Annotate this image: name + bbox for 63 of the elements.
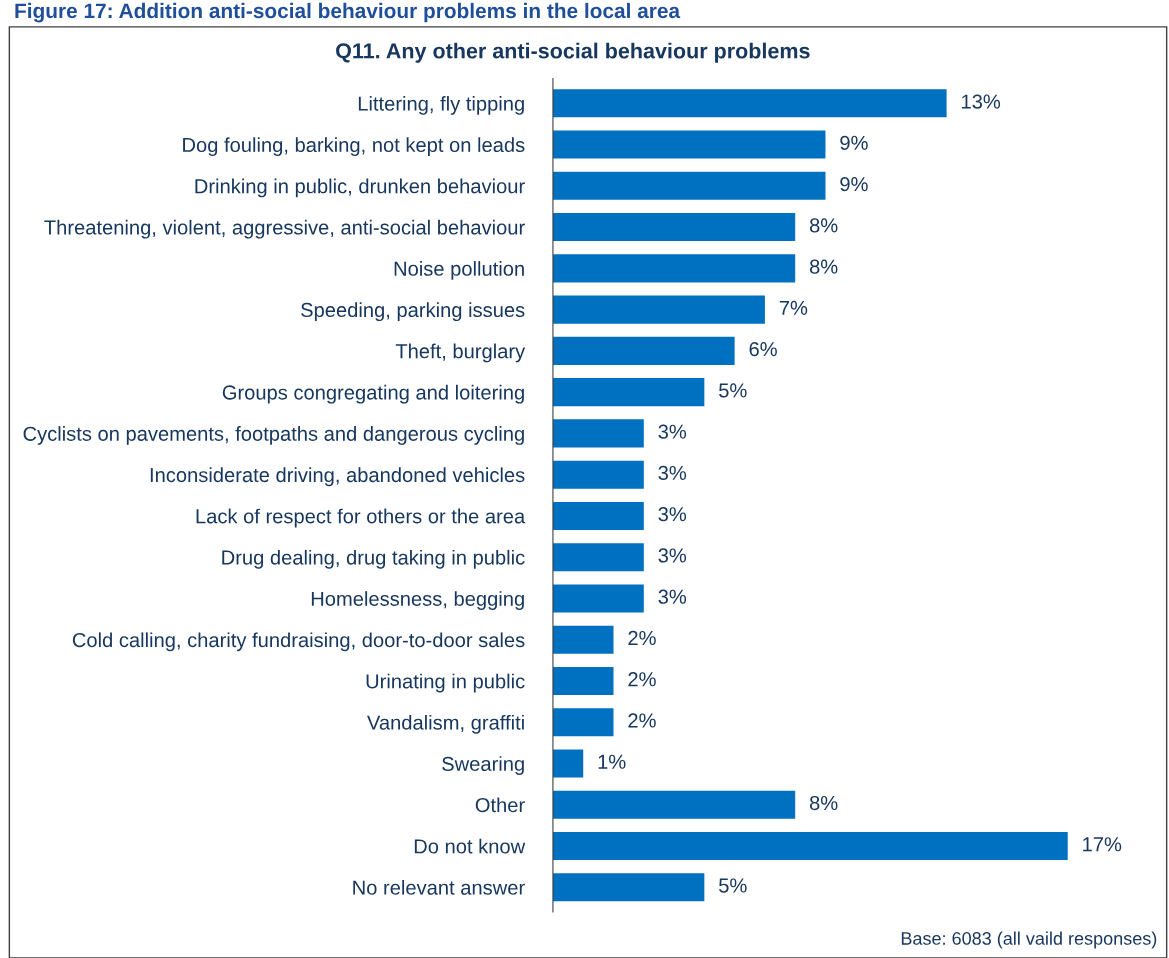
y-tick-label: Cold calling, charity fundraising, door-to-door sales — [72, 632, 525, 652]
data-label: 13% — [962, 94, 1001, 109]
data-label: 17% — [1083, 837, 1122, 852]
data-label: 3% — [658, 589, 687, 604]
bar — [552, 295, 765, 324]
bar — [552, 336, 735, 365]
data-label: 8% — [809, 218, 838, 233]
y-tick-label: Theft, burglary — [395, 343, 526, 363]
data-label: 2% — [628, 672, 656, 687]
bar — [552, 831, 1068, 861]
bar — [552, 584, 644, 613]
data-label: 6% — [749, 342, 777, 357]
data-label: 7% — [779, 300, 808, 315]
data-label: 2% — [628, 630, 656, 646]
text: Base: 6083 (all vaild responses) — [901, 931, 1157, 949]
data-label: 9% — [840, 135, 868, 150]
y-tick-label: Vandalism, graffiti — [367, 714, 524, 734]
y-tick-label: Dog fouling, barking, not kept on leads — [183, 137, 525, 157]
bar — [552, 873, 705, 902]
data-label: 3% — [658, 507, 687, 522]
data-label: 3% — [658, 465, 687, 481]
chart-subtitle: Q11. Any other anti-social behaviour problems — [336, 42, 810, 63]
bar — [552, 419, 644, 448]
data-label: 1% — [598, 754, 626, 769]
bar — [552, 130, 826, 159]
bar — [552, 666, 614, 695]
bar — [552, 378, 705, 407]
y-tick-label: Drinking in public, drunken behaviour — [195, 178, 525, 198]
y-tick-label: Cyclists on pavements, footpaths and dangerous cycling — [23, 426, 524, 445]
y-tick-label: Lack of respect for others or the area — [196, 508, 526, 528]
bar — [552, 213, 796, 242]
bar — [552, 254, 796, 283]
bar — [552, 790, 796, 819]
data-label: 2% — [628, 713, 656, 728]
bar — [552, 171, 826, 200]
y-tick-label: Noise pollution — [394, 261, 524, 280]
y-tick-label: Drug dealing, drug taking in public — [222, 549, 525, 569]
y-tick-label: Swearing — [442, 756, 524, 775]
data-label: 8% — [809, 259, 838, 274]
bar — [552, 625, 614, 654]
y-tick-label: Inconsiderate driving, abandoned vehicles — [150, 467, 525, 487]
data-label: 8% — [809, 795, 838, 811]
y-tick-label: Urinating in public — [366, 673, 525, 693]
text: Figure 17: Addition anti-social behaviour problems in the local area — [15, 2, 681, 23]
bar — [552, 89, 947, 118]
bar — [552, 543, 644, 572]
bar — [552, 460, 644, 489]
y-tick-label: Littering, fly tipping — [358, 96, 524, 115]
y-tick-label: Homelessness, begging — [311, 591, 524, 610]
y-tick-label: Do not know — [414, 838, 526, 854]
data-label: 5% — [719, 383, 747, 398]
data-label: 3% — [658, 424, 687, 439]
data-label: 5% — [719, 878, 747, 893]
y-tick-label: No relevant answer — [353, 879, 525, 895]
y-tick-label: Speeding, parking issues — [301, 302, 525, 322]
data-label: 9% — [840, 176, 868, 192]
data-label: 3% — [658, 548, 687, 563]
y-tick-label: Threatening, violent, aggressive, anti-social behaviour — [44, 219, 525, 239]
y-tick-label: Other — [475, 797, 525, 813]
y-tick-label: Groups congregating and loitering — [222, 384, 524, 404]
bar — [552, 501, 644, 530]
bar — [552, 749, 584, 778]
bar — [552, 708, 614, 737]
